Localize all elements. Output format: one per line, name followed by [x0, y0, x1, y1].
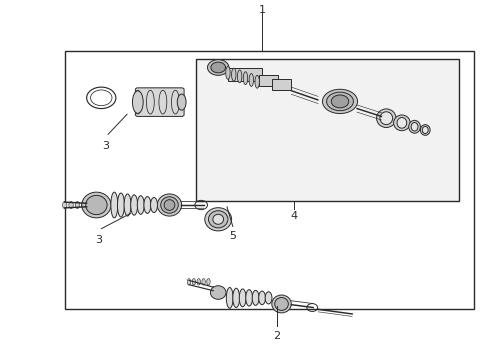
Ellipse shape: [86, 195, 107, 215]
Ellipse shape: [409, 120, 420, 133]
Ellipse shape: [177, 94, 186, 110]
Ellipse shape: [111, 192, 118, 218]
Ellipse shape: [232, 68, 236, 81]
Bar: [259, 75, 278, 86]
Ellipse shape: [100, 202, 105, 208]
Ellipse shape: [244, 72, 247, 85]
FancyBboxPatch shape: [135, 88, 184, 116]
Ellipse shape: [422, 126, 428, 134]
Ellipse shape: [124, 194, 131, 216]
Ellipse shape: [249, 73, 253, 86]
Ellipse shape: [94, 202, 98, 208]
Circle shape: [207, 60, 229, 75]
Ellipse shape: [327, 92, 353, 111]
Ellipse shape: [82, 192, 111, 218]
Ellipse shape: [144, 197, 151, 213]
Ellipse shape: [275, 297, 288, 310]
Ellipse shape: [210, 286, 226, 299]
Ellipse shape: [131, 195, 138, 215]
Ellipse shape: [205, 208, 232, 231]
Ellipse shape: [246, 290, 252, 306]
Ellipse shape: [161, 197, 178, 213]
Ellipse shape: [208, 211, 228, 228]
Ellipse shape: [226, 288, 233, 308]
Text: 4: 4: [290, 211, 297, 221]
Bar: [196, 59, 460, 202]
Ellipse shape: [213, 214, 223, 224]
Ellipse shape: [137, 196, 144, 214]
Ellipse shape: [150, 198, 157, 212]
Text: 2: 2: [273, 331, 280, 341]
Ellipse shape: [75, 202, 79, 208]
Ellipse shape: [238, 70, 242, 83]
Ellipse shape: [259, 291, 266, 305]
Ellipse shape: [202, 279, 205, 285]
Text: 1: 1: [259, 5, 266, 15]
Ellipse shape: [197, 279, 200, 285]
Ellipse shape: [192, 279, 196, 285]
Ellipse shape: [272, 295, 291, 313]
Ellipse shape: [265, 292, 272, 304]
Circle shape: [211, 62, 225, 73]
Ellipse shape: [239, 289, 246, 307]
Ellipse shape: [132, 91, 143, 113]
Ellipse shape: [81, 202, 86, 208]
Ellipse shape: [107, 202, 111, 208]
Ellipse shape: [322, 89, 358, 113]
Ellipse shape: [164, 200, 175, 210]
Text: 5: 5: [229, 231, 236, 241]
Circle shape: [331, 95, 349, 108]
Text: 3: 3: [102, 141, 110, 152]
Ellipse shape: [88, 202, 92, 208]
Ellipse shape: [69, 202, 73, 208]
Ellipse shape: [118, 193, 124, 217]
Ellipse shape: [255, 75, 259, 88]
Ellipse shape: [207, 279, 210, 285]
Ellipse shape: [226, 66, 230, 79]
Bar: [272, 79, 291, 90]
Ellipse shape: [157, 194, 182, 216]
Ellipse shape: [393, 115, 410, 131]
Ellipse shape: [397, 117, 407, 128]
Ellipse shape: [252, 291, 259, 305]
Text: 3: 3: [96, 235, 102, 246]
Bar: [65, 51, 474, 309]
Ellipse shape: [63, 202, 67, 208]
Ellipse shape: [380, 112, 392, 125]
Ellipse shape: [411, 122, 418, 131]
Ellipse shape: [420, 125, 430, 135]
Ellipse shape: [233, 288, 240, 307]
Bar: [228, 68, 262, 81]
Ellipse shape: [376, 109, 396, 127]
Ellipse shape: [187, 279, 191, 285]
